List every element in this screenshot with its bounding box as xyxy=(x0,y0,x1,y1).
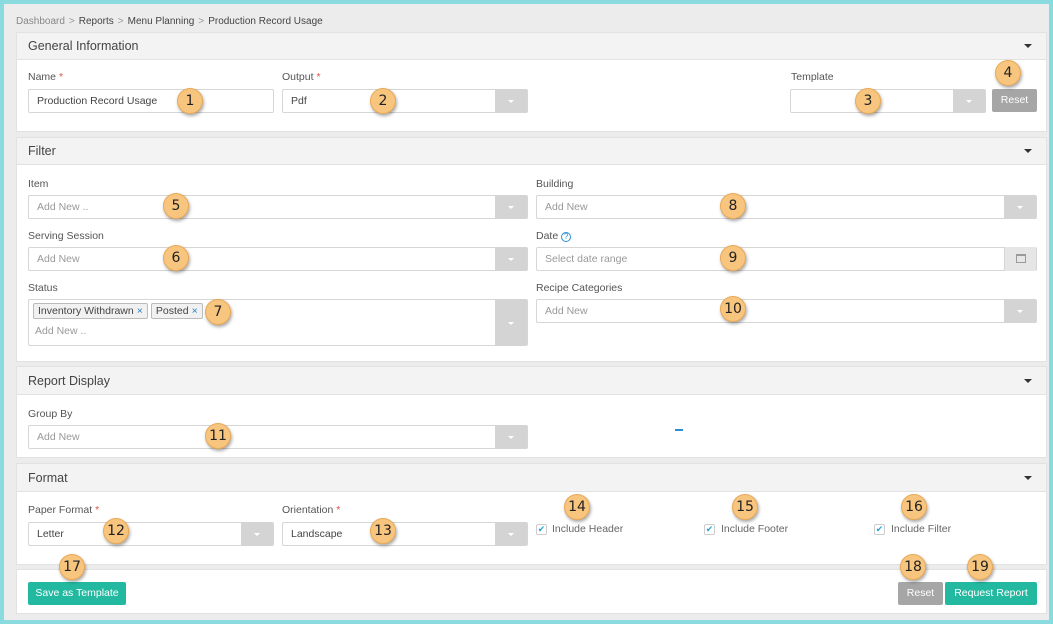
annotation-badge: 16 xyxy=(901,494,927,520)
request-report-button[interactable]: Request Report xyxy=(945,582,1037,605)
status-label: Status xyxy=(28,282,58,294)
filter-header[interactable]: Filter xyxy=(17,138,1046,165)
include-footer-label: Include Footer xyxy=(721,523,789,535)
annotation-badge: 18 xyxy=(900,554,926,580)
save-as-template-button[interactable]: Save as Template xyxy=(28,582,126,605)
output-label: Output * xyxy=(282,71,321,83)
loading-indicator xyxy=(675,429,683,431)
annotation-badge: 4 xyxy=(995,60,1021,86)
filter-title: Filter xyxy=(28,144,56,158)
general-information-panel: General Information Name * Production Re… xyxy=(16,32,1047,132)
chevron-down-icon[interactable] xyxy=(1004,195,1036,219)
filter-panel: Filter Item Add New .. Building Add New … xyxy=(16,137,1047,362)
format-panel: Format Paper Format * Letter Orientation… xyxy=(16,463,1047,565)
annotation-badge: 8 xyxy=(720,193,746,219)
annotation-badge: 15 xyxy=(732,494,758,520)
chevron-down-icon[interactable] xyxy=(495,247,527,271)
include-header-label: Include Header xyxy=(552,523,624,535)
building-label: Building xyxy=(536,178,574,190)
breadcrumb-current: Production Record Usage xyxy=(208,16,323,27)
building-select[interactable]: Add New xyxy=(536,195,1037,219)
remove-tag-icon[interactable]: × xyxy=(191,305,198,317)
page: Dashboard > Reports > Menu Planning > Producti… xyxy=(4,4,1049,620)
breadcrumb: Dashboard > Reports > Menu Planning > Producti… xyxy=(16,16,323,27)
collapse-caret-icon[interactable] xyxy=(1024,475,1032,480)
annotation-badge: 2 xyxy=(370,88,396,114)
output-select[interactable]: Pdf xyxy=(282,89,528,113)
include-header-checkbox[interactable]: ✔ xyxy=(536,524,547,535)
item-select[interactable]: Add New .. xyxy=(28,195,528,219)
annotation-badge: 12 xyxy=(103,518,129,544)
group-by-label: Group By xyxy=(28,408,73,420)
calendar-icon[interactable] xyxy=(1004,247,1036,271)
annotation-badge: 19 xyxy=(967,554,993,580)
collapse-caret-icon[interactable] xyxy=(1024,44,1032,48)
date-label: Date ? xyxy=(536,230,572,242)
annotation-badge: 5 xyxy=(163,193,189,219)
remove-tag-icon[interactable]: × xyxy=(136,305,143,317)
breadcrumb-dashboard[interactable]: Dashboard xyxy=(16,16,65,27)
breadcrumb-menu-planning[interactable]: Menu Planning xyxy=(127,16,195,27)
collapse-caret-icon[interactable] xyxy=(1024,149,1032,153)
annotation-badge: 7 xyxy=(205,299,231,325)
chevron-down-icon[interactable] xyxy=(495,89,527,113)
serving-session-select[interactable]: Add New xyxy=(28,247,528,271)
date-range-input[interactable]: Select date range xyxy=(536,247,1037,271)
status-tag: Posted × xyxy=(150,303,203,319)
template-select[interactable] xyxy=(790,89,986,113)
include-filter-label: Include Filter xyxy=(891,523,952,535)
general-header[interactable]: General Information xyxy=(17,33,1046,60)
reset-button[interactable]: Reset xyxy=(898,582,943,605)
annotation-badge: 13 xyxy=(370,518,396,544)
chevron-down-icon[interactable] xyxy=(495,299,527,346)
chevron-down-icon[interactable] xyxy=(953,89,985,113)
report-display-header[interactable]: Report Display xyxy=(17,367,1046,395)
include-filter-checkbox[interactable]: ✔ xyxy=(874,524,885,535)
name-label: Name * xyxy=(28,71,64,83)
status-multiselect[interactable]: Inventory Withdrawn × Posted × Add New .. xyxy=(28,299,528,346)
template-reset-button[interactable]: Reset xyxy=(992,89,1037,112)
general-title: General Information xyxy=(28,39,139,53)
name-input[interactable]: Production Record Usage xyxy=(28,89,274,113)
template-label: Template xyxy=(791,71,834,83)
paper-format-label: Paper Format * xyxy=(28,504,100,516)
annotation-badge: 6 xyxy=(163,245,189,271)
recipe-categories-label: Recipe Categories xyxy=(536,282,623,294)
chevron-down-icon[interactable] xyxy=(495,522,527,546)
footer-bar: Save as Template Reset Request Report xyxy=(16,569,1047,614)
status-placeholder: Add New .. xyxy=(35,325,87,337)
collapse-caret-icon[interactable] xyxy=(1024,378,1032,383)
orientation-select[interactable]: Landscape xyxy=(282,522,528,546)
annotation-badge: 1 xyxy=(177,88,203,114)
chevron-down-icon[interactable] xyxy=(1004,299,1036,323)
report-display-title: Report Display xyxy=(28,374,110,388)
include-footer-checkbox[interactable]: ✔ xyxy=(704,524,715,535)
format-header[interactable]: Format xyxy=(17,464,1046,492)
chevron-down-icon[interactable] xyxy=(495,425,527,449)
status-tag: Inventory Withdrawn × xyxy=(33,303,148,319)
item-label: Item xyxy=(28,178,49,190)
report-display-panel: Report Display Group By Add New xyxy=(16,366,1047,458)
orientation-label: Orientation * xyxy=(282,504,341,516)
chevron-down-icon[interactable] xyxy=(495,195,527,219)
group-by-select[interactable]: Add New xyxy=(28,425,528,449)
serving-session-label: Serving Session xyxy=(28,230,104,242)
breadcrumb-reports[interactable]: Reports xyxy=(78,16,114,27)
annotation-badge: 11 xyxy=(205,423,231,449)
format-title: Format xyxy=(28,471,68,485)
help-icon[interactable]: ? xyxy=(561,232,572,242)
annotation-badge: 17 xyxy=(59,554,85,580)
annotation-badge: 10 xyxy=(720,296,746,322)
recipe-categories-select[interactable]: Add New xyxy=(536,299,1037,323)
paper-format-select[interactable]: Letter xyxy=(28,522,274,546)
chevron-down-icon[interactable] xyxy=(241,522,273,546)
annotation-badge: 9 xyxy=(720,245,746,271)
annotation-badge: 3 xyxy=(855,88,881,114)
annotation-badge: 14 xyxy=(564,494,590,520)
